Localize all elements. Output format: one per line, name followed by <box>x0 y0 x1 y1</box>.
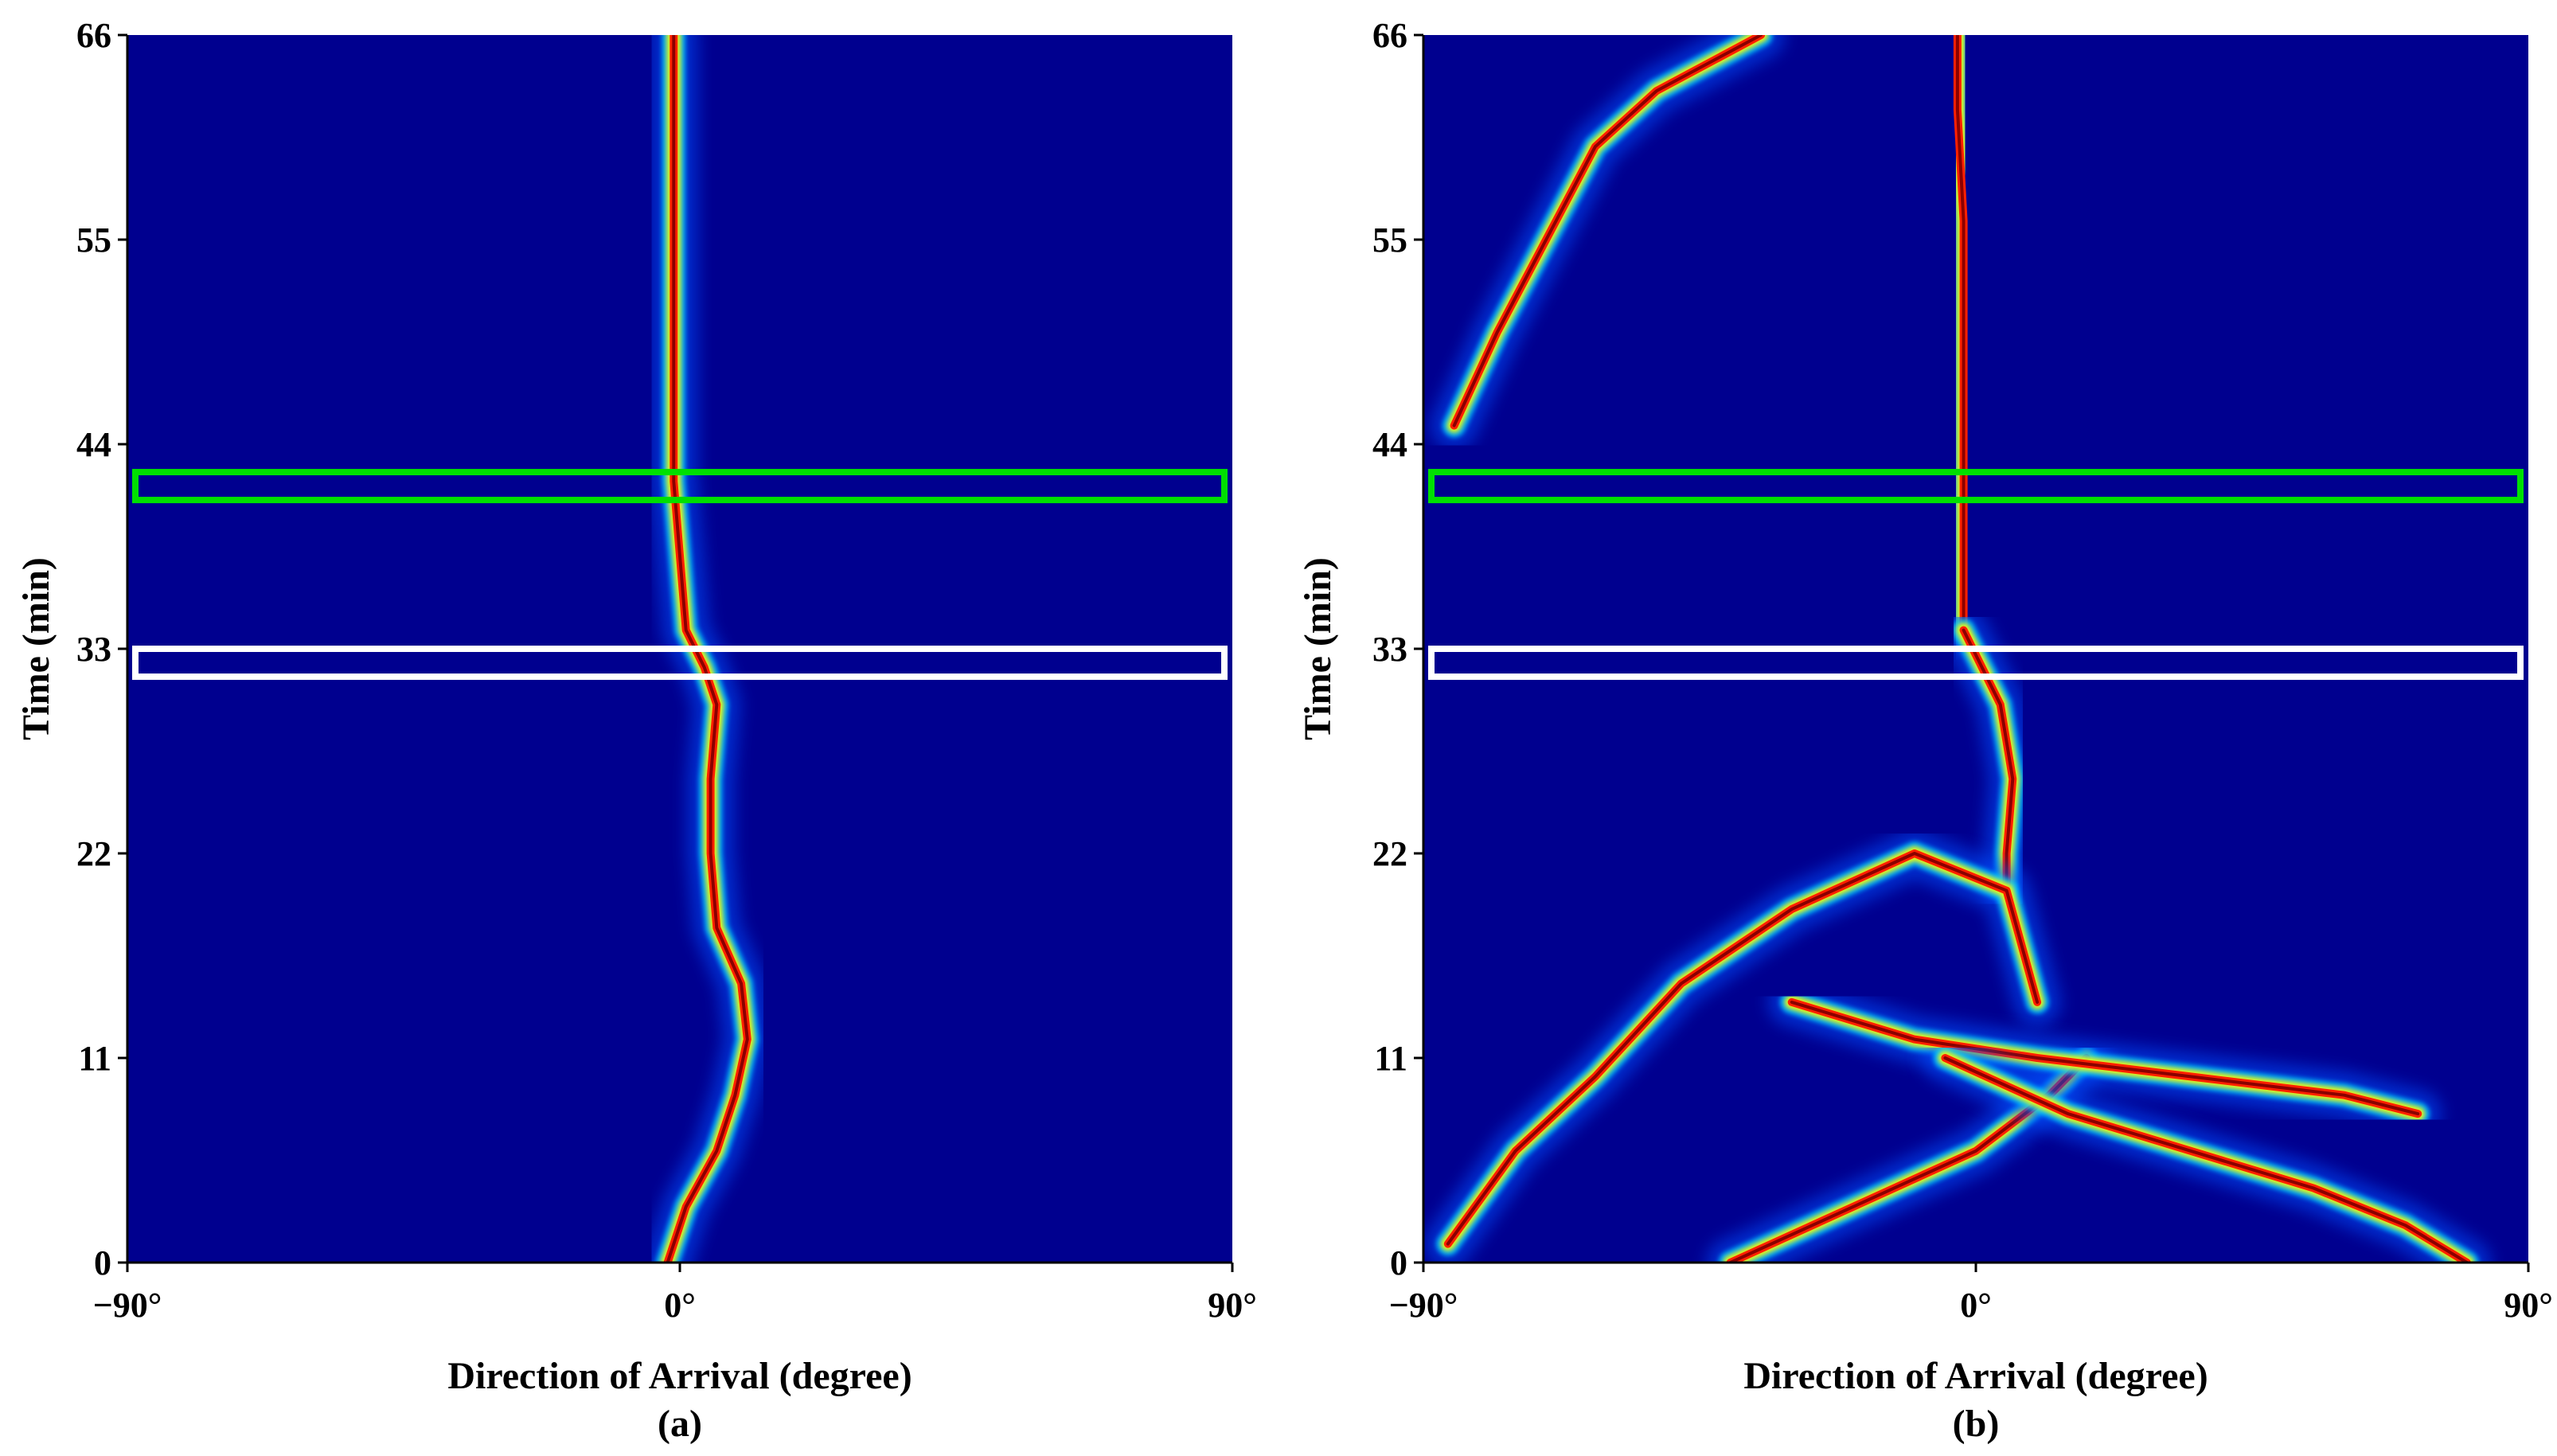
x-tick-label: 0° <box>664 1286 696 1325</box>
y-tick-label: 44 <box>76 425 111 464</box>
y-tick-label: 66 <box>1372 16 1407 55</box>
x-tick-label: −90° <box>1389 1286 1458 1325</box>
y-tick-label: 0 <box>1390 1243 1407 1282</box>
energy-track-3 <box>1423 829 2062 1263</box>
white-highlight-box <box>132 646 1228 681</box>
y-tick-label: 22 <box>76 834 111 873</box>
y-tick-label: 11 <box>1374 1039 1407 1078</box>
y-tick-label: 33 <box>76 630 111 669</box>
energy-track-1 <box>1933 35 1988 654</box>
y-tick-label: 44 <box>1372 425 1407 464</box>
y-tick-label: 0 <box>94 1243 111 1282</box>
energy-track-1 <box>643 35 771 1263</box>
energy-track-6 <box>1767 978 2442 1138</box>
y-tick-label: 55 <box>76 221 111 260</box>
x-axis-title: Direction of Arrival (degree) <box>447 1355 912 1397</box>
energy-track-7 <box>1921 1034 2491 1263</box>
y-tick-label: 55 <box>1372 221 1407 260</box>
green-highlight-box <box>132 469 1228 504</box>
heatmap-area <box>643 35 771 1263</box>
white-highlight-box <box>1428 646 2524 681</box>
y-tick-label: 11 <box>78 1039 111 1078</box>
y-tick-label: 66 <box>76 16 111 55</box>
green-highlight-box <box>1428 469 2524 504</box>
y-axis-title: Time (min) <box>15 557 57 740</box>
y-tick-label: 33 <box>1372 630 1407 669</box>
energy-track-4 <box>1430 35 1786 450</box>
panel-label: (a) <box>658 1403 702 1445</box>
x-tick-label: 90° <box>2504 1286 2553 1325</box>
chart-panel-a: 0 11 22 33 44 55 66 −90° 0° 90° Direction of Arriv… <box>15 16 1257 1445</box>
x-axis-title: Direction of Arrival (degree) <box>1743 1355 2208 1397</box>
x-tick-label: 0° <box>1960 1286 1992 1325</box>
x-tick-label: 90° <box>1208 1286 1257 1325</box>
panel-label: (b) <box>1953 1403 2000 1445</box>
x-tick-label: −90° <box>93 1286 162 1325</box>
chart-panel-b: 0 11 22 33 44 55 66 −90° 0° 90° Direction of Arriv… <box>1297 16 2553 1445</box>
y-tick-label: 22 <box>1372 834 1407 873</box>
heatmap-area <box>1423 35 2491 1263</box>
y-axis-title: Time (min) <box>1297 557 1339 740</box>
